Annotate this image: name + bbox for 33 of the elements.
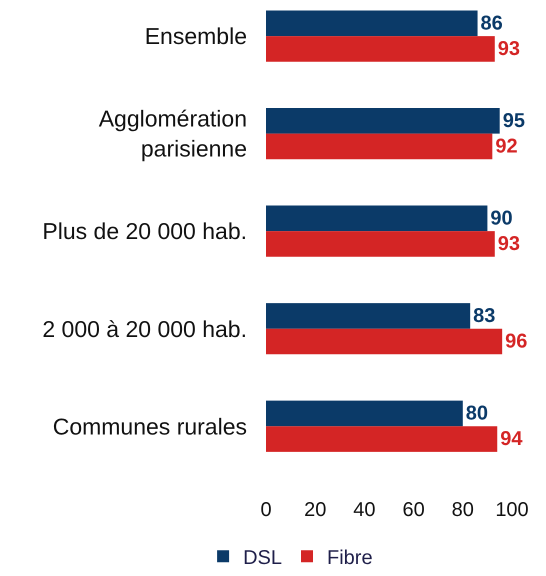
y-tick-label: Plus de 20 000 hab. bbox=[42, 218, 247, 244]
bar bbox=[266, 108, 500, 134]
x-tick-label: 20 bbox=[304, 499, 326, 521]
y-tick-label: 2 000 à 20 000 hab. bbox=[42, 316, 247, 342]
bar bbox=[266, 134, 492, 160]
data-label: 80 bbox=[466, 402, 488, 424]
legend-label: Fibre bbox=[327, 547, 373, 570]
data-label: 90 bbox=[490, 207, 513, 230]
legend-label: DSL bbox=[243, 547, 282, 570]
bar bbox=[266, 303, 470, 329]
x-tick-label: 60 bbox=[402, 499, 425, 521]
data-label: 83 bbox=[473, 304, 496, 327]
y-tick-label: Agglomération parisienne bbox=[98, 106, 247, 162]
bar bbox=[266, 206, 488, 232]
data-label: 93 bbox=[498, 232, 520, 255]
bar bbox=[266, 400, 463, 426]
data-label: 96 bbox=[505, 330, 528, 352]
bar bbox=[266, 231, 495, 257]
y-tick-label: Communes rurales bbox=[52, 413, 247, 440]
y-tick-label: Ensemble bbox=[144, 23, 247, 50]
data-label: 93 bbox=[498, 38, 520, 60]
bar bbox=[266, 328, 502, 354]
data-label: 94 bbox=[500, 428, 524, 450]
data-label: 92 bbox=[495, 135, 518, 158]
x-tick-label: 80 bbox=[452, 499, 474, 521]
bar bbox=[266, 10, 478, 36]
bar bbox=[266, 36, 495, 62]
x-tick-label: 40 bbox=[353, 499, 376, 521]
x-tick-label: 0 bbox=[260, 499, 272, 521]
data-label: 95 bbox=[502, 110, 525, 132]
bar bbox=[266, 426, 498, 452]
data-label: 86 bbox=[480, 12, 503, 34]
x-tick-label: 100 bbox=[495, 499, 529, 521]
